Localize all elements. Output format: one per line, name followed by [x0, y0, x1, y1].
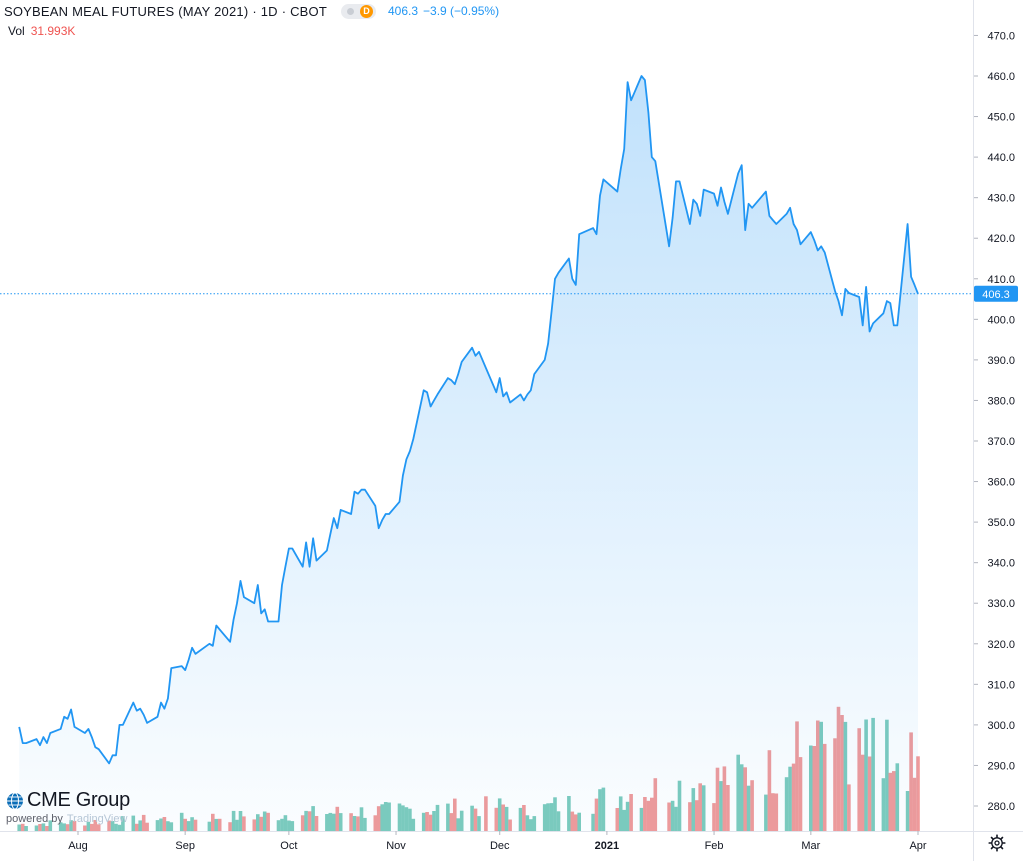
y-tick-label: 420.0	[987, 233, 1015, 245]
y-tick-label: 330.0	[987, 598, 1015, 610]
price-area-fill	[19, 76, 918, 831]
cme-group-logo[interactable]: CME Group	[6, 789, 130, 812]
chart-header: SOYBEAN MEAL FUTURES (MAY 2021) · 1D · C…	[4, 3, 499, 19]
x-tick-label: Mar	[801, 840, 820, 852]
x-tick-label: Feb	[705, 840, 724, 852]
last-price-label-text: 406.3	[982, 289, 1010, 301]
y-tick-label: 460.0	[987, 71, 1015, 83]
y-tick-label: 290.0	[987, 760, 1015, 772]
y-tick-label: 470.0	[987, 30, 1015, 42]
x-tick-label: 2021	[595, 840, 619, 852]
y-tick-label: 320.0	[987, 639, 1015, 651]
powered-by-text: powered by	[6, 813, 63, 825]
volume-legend[interactable]: Vol 31.993K	[8, 24, 75, 38]
y-tick-label: 370.0	[987, 436, 1015, 448]
separator: ·	[252, 3, 257, 19]
y-tick-label: 450.0	[987, 112, 1015, 124]
symbol-title[interactable]: SOYBEAN MEAL FUTURES (MAY 2021)	[4, 3, 249, 19]
y-tick-label: 300.0	[987, 720, 1015, 732]
interval-label[interactable]: 1D	[260, 3, 278, 19]
x-tick-label: Oct	[280, 840, 297, 852]
y-tick-label: 280.0	[987, 801, 1015, 813]
y-tick-label: 310.0	[987, 679, 1015, 691]
cme-group-text: CME Group	[27, 789, 130, 811]
y-tick-label: 400.0	[987, 314, 1015, 326]
delayed-badge: D	[360, 4, 373, 18]
x-tick-label: Dec	[490, 840, 510, 852]
y-tick-label: 340.0	[987, 558, 1015, 570]
price-axis[interactable]: 470.0 460.0 450.0 440.0 430.0 420.0 410.0 400.0…	[974, 30, 1015, 813]
status-dot-icon	[347, 7, 354, 15]
price-line	[18, 75, 919, 765]
volume-label: Vol	[8, 24, 25, 38]
gear-icon[interactable]	[988, 834, 1006, 852]
time-axis[interactable]: Aug Sep Oct Nov Dec 2021 Feb Mar Apr	[68, 831, 927, 852]
volume-value: 31.993K	[30, 24, 76, 38]
price-change: −3.9 (−0.95%)	[423, 4, 500, 18]
y-tick-label: 410.0	[987, 274, 1015, 286]
globe-icon	[7, 792, 23, 809]
last-price: 406.3	[388, 4, 419, 18]
tradingview-text: TradingView	[66, 813, 128, 825]
x-tick-label: Nov	[386, 840, 406, 852]
y-tick-label: 380.0	[987, 395, 1015, 407]
y-tick-label: 390.0	[987, 355, 1015, 367]
market-status-pill[interactable]: D	[341, 3, 376, 19]
powered-by[interactable]: powered by TradingView	[6, 813, 127, 825]
x-tick-label: Apr	[909, 840, 926, 852]
exchange-label: CBOT	[290, 3, 327, 19]
y-tick-label: 360.0	[987, 477, 1015, 489]
y-tick-label: 350.0	[987, 517, 1015, 529]
x-tick-label: Aug	[68, 840, 88, 852]
y-tick-label: 440.0	[987, 152, 1015, 164]
x-tick-label: Sep	[175, 840, 195, 852]
separator: ·	[281, 3, 287, 19]
last-price-label: 406.3	[974, 285, 1018, 302]
y-tick-label: 430.0	[987, 193, 1015, 205]
